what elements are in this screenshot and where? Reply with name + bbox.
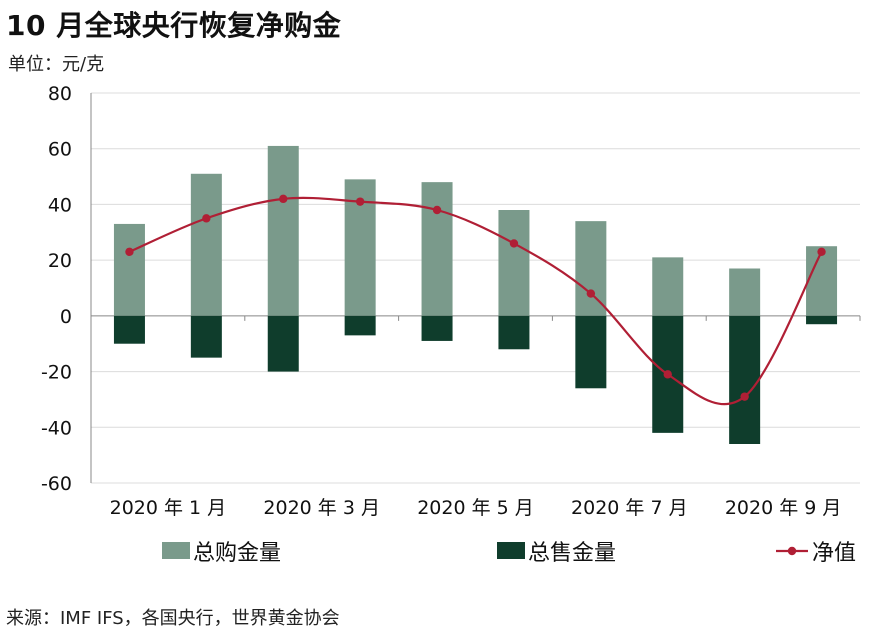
- net-line: [129, 196, 823, 406]
- y-tick-label: 20: [48, 250, 72, 272]
- legend-swatch-purchase: [162, 542, 190, 559]
- net-point: [740, 392, 749, 401]
- y-tick-label: 80: [48, 83, 72, 105]
- chart-svg: 80 60 40 20 0 -20 -40 -60 2020 年 1 月 2020 年 3 月 20…: [41, 83, 861, 566]
- y-tick-label: 0: [60, 306, 72, 328]
- net-point: [509, 239, 519, 248]
- bar-sale: [190, 315, 222, 358]
- bar-purchase: [652, 257, 684, 316]
- y-tick-label: -20: [41, 362, 72, 384]
- legend-label-sale: 总售金量: [528, 541, 616, 566]
- legend-label-net: 净值: [812, 541, 856, 566]
- y-tick-label: 60: [48, 139, 72, 161]
- x-tick-label: 2020 年 1 月: [110, 497, 227, 519]
- x-tick-label: 2020 年 5 月: [417, 497, 534, 519]
- net-point: [817, 247, 826, 256]
- bar-purchase: [267, 145, 299, 316]
- chart-title: 10 月全球央行恢复净购金: [6, 9, 342, 42]
- y-tick-label: 40: [48, 194, 72, 216]
- bar-sale: [421, 315, 453, 341]
- bar-purchase: [806, 246, 838, 316]
- net-point: [586, 289, 596, 298]
- source-note: 来源：IMF IFS，各国央行，世界黄金协会: [6, 608, 340, 629]
- net-point: [663, 370, 672, 379]
- net-point: [279, 194, 288, 204]
- x-tick-label: 2020 年 3 月: [263, 497, 380, 519]
- x-tick-label: 2020 年 7 月: [571, 497, 688, 519]
- legend-marker-net: [787, 546, 797, 556]
- bar-purchase: [498, 210, 530, 316]
- legend-label-purchase: 总购金量: [193, 541, 281, 566]
- bar-sale: [575, 315, 607, 389]
- legend-swatch-sale: [497, 542, 525, 559]
- y-tick-label: -40: [41, 417, 72, 439]
- bar-sale: [113, 315, 145, 344]
- bar-purchase: [575, 221, 607, 316]
- net-point: [355, 197, 365, 206]
- bar-sale: [806, 315, 838, 325]
- bar-purchase: [190, 173, 222, 316]
- bar-purchase: [421, 182, 453, 316]
- bar-sale: [498, 315, 530, 350]
- net-point: [202, 214, 211, 223]
- bar-purchase: [113, 223, 145, 316]
- unit-label: 单位：元/克: [8, 54, 105, 75]
- bar-sale: [729, 315, 761, 444]
- net-point: [432, 205, 442, 215]
- y-tick-label: -60: [41, 473, 72, 495]
- bar-purchase: [729, 268, 761, 316]
- bar-sale: [344, 315, 376, 336]
- net-point: [125, 247, 134, 256]
- x-tick-label: 2020 年 9 月: [725, 497, 842, 519]
- bar-sale: [267, 315, 299, 372]
